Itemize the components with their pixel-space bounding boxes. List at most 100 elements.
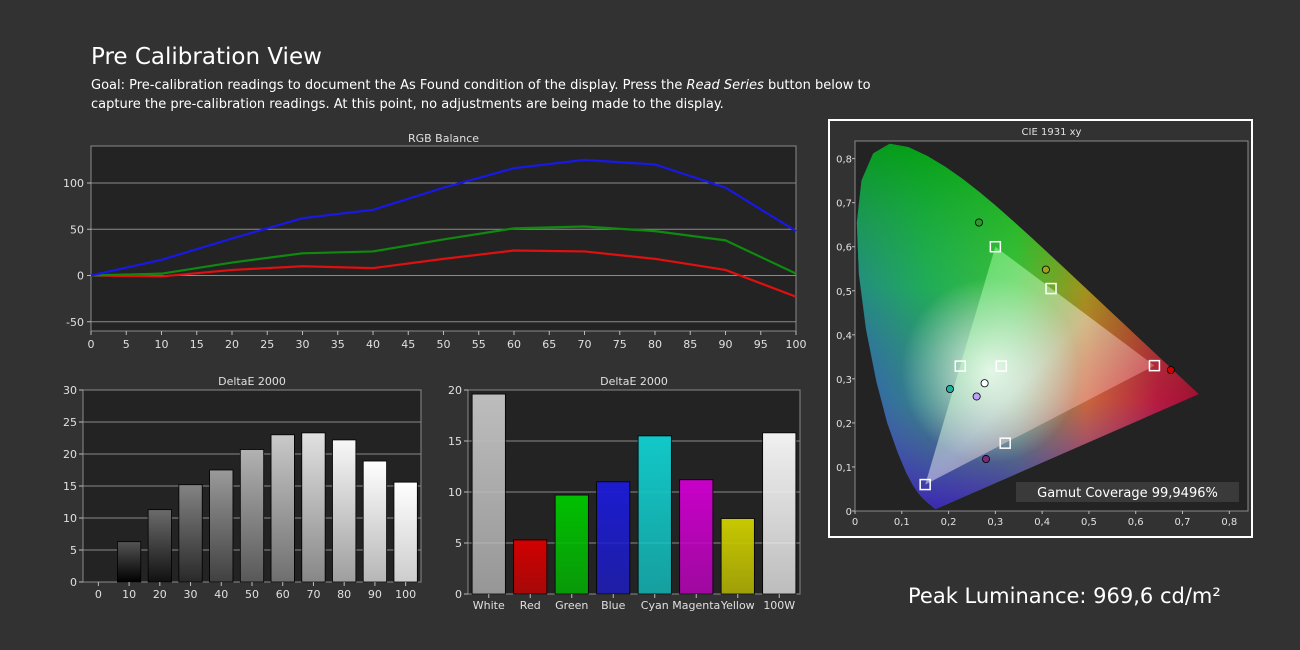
series-line-1 [90, 225, 797, 277]
y-tick-label: 50 [70, 223, 84, 236]
y-tick-label: 0,4 [836, 331, 852, 342]
delta-bar-10 [117, 541, 142, 583]
x-tick-label: 100 [395, 588, 416, 601]
x-tick-label: 90 [368, 588, 382, 601]
gamut-triangle [925, 246, 1155, 485]
measured-point-white [980, 379, 989, 388]
x-tick-label: 40 [214, 588, 228, 601]
target-marker-yellow [1045, 282, 1057, 295]
delta-bar-cyan [637, 435, 672, 595]
grayscale-deltae-chart: DeltaE 2000 0 5 10 15 20 25 30 0 10 20 30 40 50 60 70 80… [63, 375, 422, 601]
x-tick-label: 15 [190, 338, 204, 351]
page-title: Pre Calibration View [91, 44, 322, 70]
x-tick-label: Magenta [672, 599, 720, 612]
y-tick-label: 0,7 [836, 199, 852, 210]
y-tick-label: 15 [448, 435, 462, 448]
series-line-2 [90, 158, 797, 277]
goal-text: Goal: Pre-calibration readings to docume… [91, 76, 871, 114]
x-tick-label: 60 [276, 588, 290, 601]
rgb-balance-chart: RGB Balance -50 0 50 100 0 5 10 15 20 25 30 35 40 45 50… [63, 132, 807, 351]
target-marker-white [995, 360, 1008, 372]
delta-bar-100 [393, 481, 418, 583]
x-tick-label: 0,4 [1034, 517, 1050, 528]
y-tick-label: 0,2 [836, 419, 852, 430]
delta-bar-70 [301, 432, 326, 583]
y-tick-label: 100 [63, 177, 84, 190]
delta-bar-yellow [720, 518, 755, 595]
y-tick-label: -50 [66, 316, 84, 329]
x-tick-label: Cyan [641, 599, 669, 612]
x-tick-label: 20 [225, 338, 239, 351]
y-tick-label: 15 [63, 480, 77, 493]
x-tick-label: 40 [366, 338, 380, 351]
x-tick-label: 0,8 [1221, 517, 1237, 528]
x-tick-label: 50 [437, 338, 451, 351]
x-tick-label: Yellow [720, 599, 755, 612]
measured-point-red [1166, 366, 1175, 375]
x-tick-label: 0,6 [1128, 517, 1144, 528]
x-tick-label: 25 [260, 338, 274, 351]
x-tick-label: 100W [763, 599, 795, 612]
x-tick-label: 75 [613, 338, 627, 351]
x-tick-label: 100 [786, 338, 807, 351]
delta-bar-100w [762, 432, 797, 595]
x-tick-label: 0,3 [987, 517, 1003, 528]
x-tick-label: 5 [123, 338, 130, 351]
x-tick-label: 80 [648, 338, 662, 351]
delta-bar-magenta [679, 479, 714, 595]
measured-point-green [974, 218, 983, 227]
goal-suffix: button below to capture the pre-calibrat… [91, 78, 871, 112]
delta-bar-red [513, 539, 548, 595]
delta-bar-90 [362, 460, 387, 583]
cie-1931-chart: CIE 1931 xy 0 0,1 0,2 0,3 0,4 0,5 0,6 0,7 0,8 0 0,1… [836, 127, 1249, 528]
x-tick-label: 0,7 [1175, 517, 1191, 528]
y-tick-label: 20 [448, 384, 462, 397]
y-tick-label: 0,8 [836, 155, 852, 166]
x-tick-label: Green [555, 599, 588, 612]
x-tick-label: 85 [683, 338, 697, 351]
measured-point-blue [981, 455, 990, 464]
delta-bar-50 [239, 449, 265, 583]
x-tick-label: 55 [472, 338, 486, 351]
y-tick-label: 0 [77, 270, 84, 283]
x-tick-label: 65 [542, 338, 556, 351]
goal-emphasis: Read Series [686, 78, 764, 93]
y-tick-label: 0 [70, 576, 77, 589]
delta-bar-30 [178, 484, 203, 583]
color-deltae-chart: DeltaE 2000 0 5 10 15 20 White Red Green Blue Cyan… [448, 375, 801, 612]
x-tick-label: 80 [337, 588, 351, 601]
peak-luminance: Peak Luminance: 969,6 cd/m² [908, 584, 1221, 608]
x-tick-label: 90 [719, 338, 733, 351]
x-tick-label: 35 [331, 338, 345, 351]
cie-panel: CIE 1931 xy 0 0,1 0,2 0,3 0,4 0,5 0,6 0,7 0,8 0 0,1… [828, 119, 1253, 538]
delta-bar-60 [270, 434, 295, 583]
x-tick-label: 0,1 [894, 517, 910, 528]
y-tick-label: 30 [63, 384, 77, 397]
delta-bar-white [471, 393, 506, 595]
x-tick-label: 30 [184, 588, 198, 601]
measured-point-cyan [945, 384, 954, 393]
x-tick-label: 0 [95, 588, 102, 601]
target-marker-red [1148, 359, 1161, 372]
target-marker-blue [919, 478, 931, 491]
x-tick-label: 0,5 [1081, 517, 1097, 528]
series-line-0 [90, 249, 797, 298]
x-tick-label: 70 [578, 338, 592, 351]
x-tick-label: 50 [245, 588, 259, 601]
delta-bar-blue [596, 481, 631, 595]
chart-title: CIE 1931 xy [1022, 127, 1082, 138]
x-tick-label: 95 [754, 338, 768, 351]
x-tick-label: White [473, 599, 505, 612]
delta-bar-80 [332, 439, 357, 583]
y-tick-label: 0 [846, 507, 852, 518]
y-tick-label: 10 [448, 486, 462, 499]
target-marker-green [989, 240, 1002, 253]
x-tick-label: 30 [296, 338, 310, 351]
y-tick-label: 5 [70, 544, 77, 557]
y-tick-label: 0 [455, 588, 462, 601]
x-tick-label: Blue [601, 599, 626, 612]
gamut-coverage-label: Gamut Coverage 99,9496% [1037, 486, 1218, 501]
delta-bar-20 [147, 509, 172, 583]
gamut-coverage-box [1016, 482, 1239, 502]
x-tick-label: 45 [401, 338, 415, 351]
